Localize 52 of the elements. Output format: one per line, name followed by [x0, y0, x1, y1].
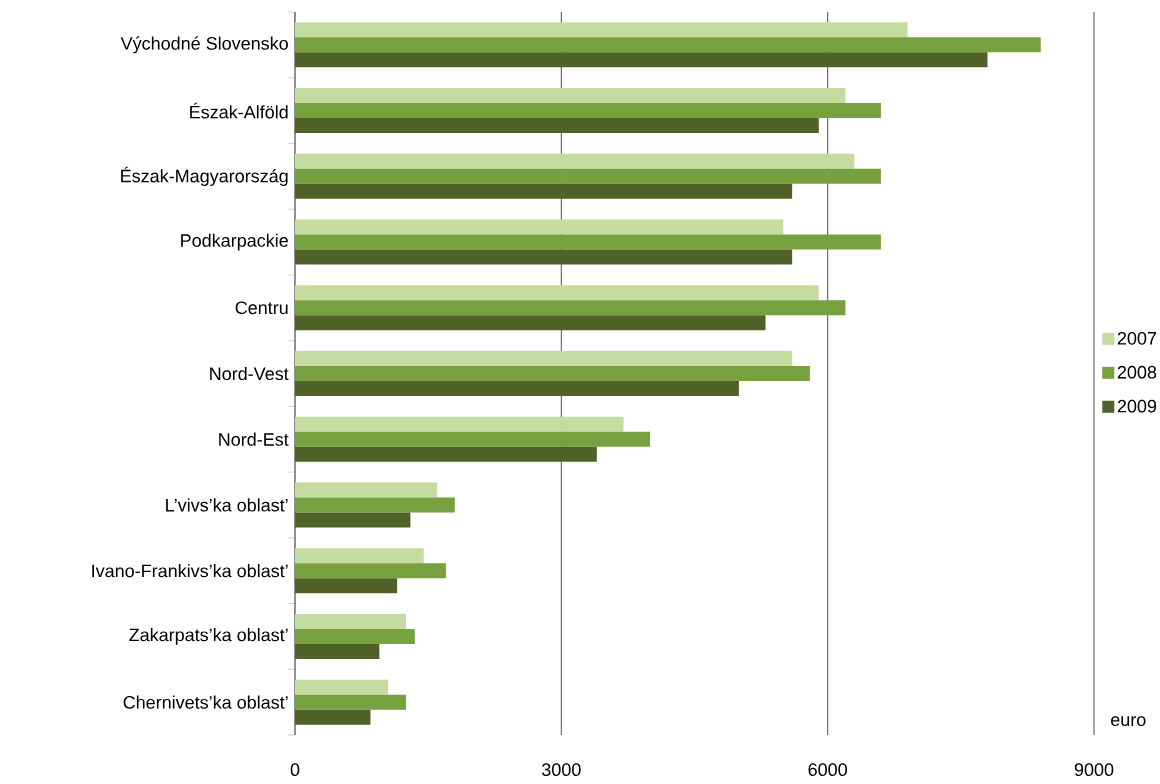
- bar: [295, 37, 1041, 53]
- y-tick-label: Chernivets’ka oblast’: [123, 695, 288, 709]
- bar: [295, 153, 855, 169]
- bar: [295, 381, 739, 396]
- y-tick-label: L’vivs’ka oblast’: [166, 498, 288, 512]
- bar: [295, 300, 846, 316]
- x-axis-title: euro: [1111, 716, 1146, 727]
- bar: [295, 563, 446, 579]
- bar: [295, 613, 406, 629]
- bar: [295, 679, 389, 695]
- bar: [295, 578, 398, 594]
- legend-label: 2008: [1117, 365, 1157, 379]
- bar: [295, 351, 793, 366]
- y-tick-label: Ivano-Frankivs’ka oblast’: [92, 564, 288, 578]
- y-tick-label: Centru: [235, 301, 288, 315]
- bar: [295, 219, 784, 235]
- y-tick-label: Podkarpackie: [181, 233, 288, 251]
- bar: [295, 88, 846, 104]
- bar: [295, 446, 597, 462]
- y-tick-label: Nord-Est: [219, 432, 289, 446]
- bar: [295, 416, 624, 432]
- x-tick-label: 3000: [542, 763, 581, 776]
- bar: [295, 249, 793, 265]
- x-tick-label: 9000: [1074, 763, 1114, 776]
- bar: [295, 643, 380, 659]
- bar: [295, 315, 766, 331]
- bar: [295, 497, 455, 513]
- y-tick-label: Východné Slovensko: [120, 36, 288, 54]
- legend-label: 2007: [1117, 331, 1157, 345]
- x-tick-label: 0: [290, 763, 300, 776]
- y-tick-label: Észak-Alföld: [190, 102, 288, 119]
- y-tick-label: Zakarpats’ka oblast’: [129, 628, 288, 645]
- bar: [295, 103, 881, 119]
- legend-label: 2009: [1117, 399, 1157, 413]
- bar: [295, 431, 651, 447]
- bar: [295, 709, 371, 725]
- bar: [295, 234, 881, 250]
- bar: [295, 285, 819, 301]
- bar: [295, 482, 438, 498]
- bar: [295, 183, 793, 199]
- bar: [295, 22, 908, 38]
- y-tick-label: Észak-Magyarország: [121, 166, 288, 186]
- bar: [295, 52, 988, 68]
- bar: [295, 694, 406, 710]
- bar: [295, 548, 424, 564]
- y-tick-label: Nord-Vest: [210, 366, 289, 381]
- x-tick-label: 6000: [808, 763, 847, 776]
- bar: [295, 628, 415, 644]
- bar: [295, 168, 881, 184]
- bar: [295, 366, 810, 381]
- bar: [295, 512, 411, 528]
- bar: [295, 118, 819, 134]
